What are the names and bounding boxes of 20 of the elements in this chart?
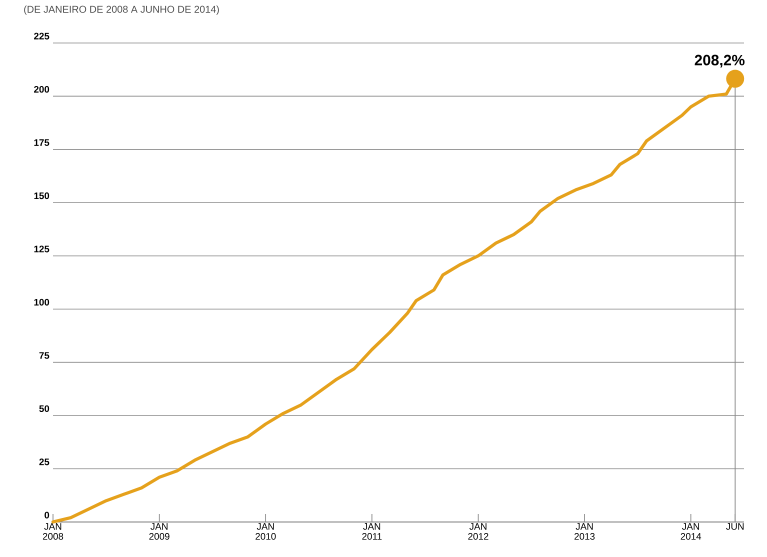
x-tick-label: JAN 2008	[42, 523, 64, 540]
y-tick-label: 75	[39, 352, 50, 359]
y-tick-label: 175	[34, 139, 50, 146]
x-tick-label: JAN 2013	[574, 523, 595, 540]
y-tick-label: 25	[39, 458, 50, 466]
x-tick-label: JAN 2014	[680, 523, 702, 540]
y-tick-label: 50	[39, 405, 50, 412]
annotation: 208,2%	[694, 54, 745, 68]
x-tick-label: JAN 2012	[468, 523, 488, 540]
y-tick-label: 150	[34, 192, 50, 200]
x-tick-label: JAN 2011	[362, 523, 382, 540]
x-tick-label: JUN	[726, 523, 744, 530]
y-tick-label: 100	[34, 298, 50, 306]
chart-subtitle: (DE JANEIRO DE 2008 A JUNHO DE 2014)	[24, 6, 219, 15]
y-tick-label: 200	[34, 86, 50, 93]
x-tick-label: JAN 2009	[149, 523, 170, 540]
y-tick-label: 0	[44, 512, 50, 518]
x-tick-label: JAN 2010	[256, 523, 276, 540]
y-tick-label: 125	[34, 246, 50, 252]
y-tick-label: 225	[34, 32, 50, 40]
